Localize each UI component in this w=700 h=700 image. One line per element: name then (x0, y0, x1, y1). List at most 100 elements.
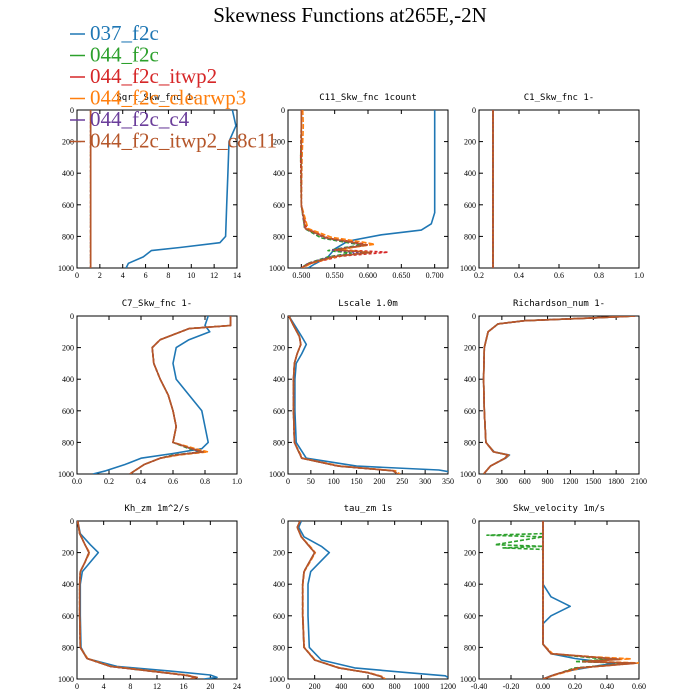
series-line-044-f2c (288, 316, 399, 474)
y-tick-label: 400 (273, 375, 285, 384)
panel-c11-skw-fnc-1count: C11_Skw_fnc 1count 0.500 0.550 0.600 0.650 0.… (269, 93, 449, 280)
x-tick-label: 0.20 (568, 682, 582, 691)
panel-frame (478, 315, 640, 475)
panel-title: tau_zm 1s (344, 504, 393, 514)
figure-title: Skewness Functions at265E,-2N (213, 3, 487, 27)
series-line-044-f2c (482, 316, 636, 474)
y-tick-label: 200 (62, 549, 74, 558)
x-tick-label: 1500 (585, 477, 601, 486)
x-tick-label: 2100 (631, 477, 647, 486)
x-tick-label: 0.4 (514, 271, 524, 280)
y-tick-label: 0 (70, 517, 74, 526)
x-tick-label: 0 (286, 682, 290, 691)
x-tick-label: 8 (166, 271, 170, 280)
x-tick-label: 1200 (440, 682, 456, 691)
y-tick-label: 200 (62, 138, 74, 147)
series-group (288, 316, 448, 474)
series-line-037-f2c (77, 521, 218, 679)
series-line-044-f2c-itwp2 (299, 110, 389, 268)
x-tick-label: 2 (98, 271, 102, 280)
series-line-044-f2c-itwp2-c8c11 (300, 110, 373, 268)
y-tick-label: 0 (70, 312, 74, 321)
series-group (486, 521, 639, 679)
y-tick-label: 400 (464, 375, 476, 384)
series-line-044-f2c-itwp2 (77, 521, 198, 679)
series-group (92, 316, 232, 474)
series-line-044-f2c-clearwp3 (482, 316, 636, 474)
y-tick-label: 600 (273, 612, 285, 621)
y-tick-label: 600 (464, 201, 476, 210)
series-line-037-f2c (288, 316, 448, 473)
series-line-037-f2c (92, 316, 211, 474)
x-tick-label: 300 (419, 477, 431, 486)
panel-frame (287, 315, 449, 475)
series-line-037-f2c (125, 110, 237, 268)
series-line-044-f2c (299, 110, 363, 268)
legend-label-044-f2c-c4: 044_f2c_c4 (90, 107, 190, 131)
y-tick-label: 800 (273, 438, 285, 447)
x-tick-label: 0.4 (136, 477, 146, 486)
x-tick-label: 24 (233, 682, 241, 691)
series-line-044-f2c-itwp2 (482, 316, 636, 474)
y-tick-label: 400 (273, 169, 285, 178)
x-tick-label: 600 (362, 682, 374, 691)
x-tick-label: 50 (307, 477, 315, 486)
x-tick-label: 0.40 (600, 682, 614, 691)
series-group (482, 316, 636, 474)
y-tick-label: 600 (62, 201, 74, 210)
legend-label-044-f2c-clearwp3: 044_f2c_clearwp3 (90, 86, 246, 110)
panel-title: Skw_velocity 1m/s (513, 504, 605, 514)
x-tick-label: 1.0 (634, 271, 644, 280)
legend-label-044-f2c-itwp2-c8c11: 044_f2c_itwp2_c8c11 (90, 129, 277, 153)
series-line-044-f2c-itwp2-c8c11 (542, 521, 637, 679)
series-line-044-f2c-c4 (482, 316, 636, 474)
legend: 037_f2c044_f2c044_f2c_itwp2044_f2c_clear… (70, 21, 277, 153)
x-tick-label: 1800 (608, 477, 624, 486)
series-line-044-f2c-c4 (77, 521, 198, 679)
y-tick-label: 1000 (269, 264, 285, 273)
y-tick-label: 600 (464, 407, 476, 416)
y-tick-label: 800 (273, 643, 285, 652)
y-tick-label: 1000 (460, 264, 476, 273)
y-tick-label: 0 (281, 312, 285, 321)
series-line-044-f2c (77, 521, 198, 679)
y-tick-label: 0 (70, 106, 74, 115)
panel-title: Richardson_num 1- (513, 299, 605, 309)
x-tick-label: 20 (206, 682, 214, 691)
x-tick-label: 0.500 (292, 271, 310, 280)
x-tick-label: 1200 (562, 477, 578, 486)
x-tick-label: -0.40 (471, 682, 488, 691)
x-tick-label: -0.20 (503, 682, 520, 691)
x-tick-label: 16 (180, 682, 188, 691)
x-tick-label: 0 (75, 682, 79, 691)
x-tick-label: 800 (389, 682, 401, 691)
x-tick-label: 6 (144, 271, 148, 280)
x-tick-label: 10 (187, 271, 195, 280)
y-tick-label: 800 (62, 643, 74, 652)
y-tick-label: 0 (472, 517, 476, 526)
y-tick-label: 600 (464, 612, 476, 621)
y-tick-label: 1000 (58, 675, 74, 684)
panel-title: C11_Skw_fnc 1count (319, 93, 417, 103)
y-tick-label: 0 (281, 517, 285, 526)
y-tick-label: 400 (464, 580, 476, 589)
y-tick-label: 800 (62, 232, 74, 241)
series-group (89, 110, 237, 268)
series-line-044-f2c-itwp2-c8c11 (482, 316, 636, 474)
series-line-037-f2c (482, 316, 636, 474)
series-line-044-f2c-itwp2-c8c11 (129, 316, 232, 474)
y-tick-label: 1000 (460, 470, 476, 479)
series-line-044-f2c-c4 (300, 110, 366, 268)
x-tick-label: 0 (286, 477, 290, 486)
x-tick-label: 150 (351, 477, 363, 486)
y-tick-label: 200 (273, 549, 285, 558)
x-tick-label: 14 (233, 271, 241, 280)
y-tick-label: 600 (62, 407, 74, 416)
y-tick-label: 600 (273, 407, 285, 416)
y-tick-label: 1000 (269, 470, 285, 479)
x-tick-label: 0.2 (474, 271, 484, 280)
x-tick-label: 0.700 (426, 271, 444, 280)
series-line-044-f2c-itwp2 (129, 316, 232, 474)
panel-c7-skw-fnc-1: C7_Skw_fnc 1- 0.0 0.2 0.4 0.6 0.8 1.0 0 200 400 60… (58, 299, 242, 486)
x-tick-label: 0.2 (104, 477, 114, 486)
